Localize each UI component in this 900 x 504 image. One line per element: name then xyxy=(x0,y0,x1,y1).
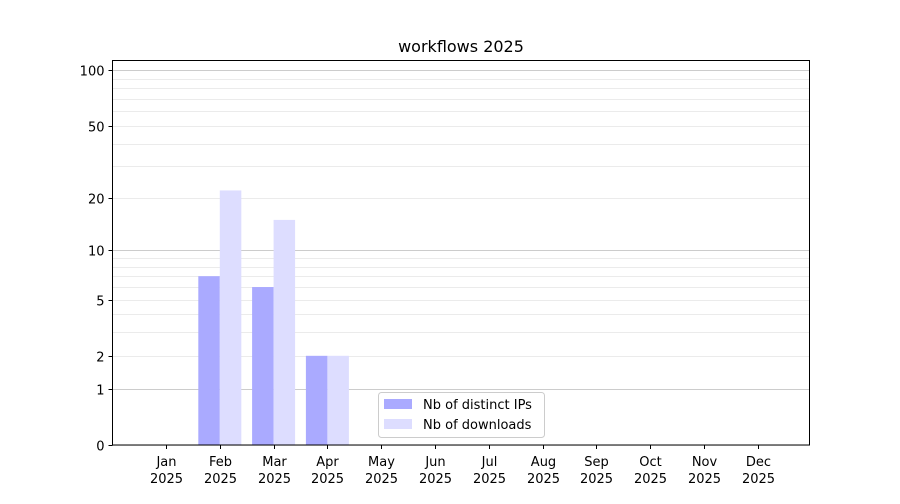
x-tick-label-month: May xyxy=(368,455,395,470)
y-tick-label: 50 xyxy=(88,121,105,136)
bar-downloads xyxy=(327,355,349,445)
x-tick-label-month: Aug xyxy=(531,455,556,470)
x-tick-label-month: Jul xyxy=(481,455,498,470)
y-tick-label: 20 xyxy=(88,193,105,208)
bar-distinct-ips xyxy=(252,287,274,445)
bar-downloads xyxy=(219,190,242,445)
legend-swatch xyxy=(384,399,412,409)
legend: Nb of distinct IPs Nb of downloads xyxy=(378,392,545,438)
bar-downloads xyxy=(273,219,296,445)
y-tick-label: 100 xyxy=(80,65,105,80)
legend-swatch xyxy=(384,419,412,429)
y-tick-label: 10 xyxy=(88,245,105,260)
y-axis: 0 1 2 5 10 20 50 100 xyxy=(80,65,113,455)
y-tick-label: 0 xyxy=(96,440,104,455)
x-tick-label-month: Sep xyxy=(584,455,609,470)
x-tick-label-year: 2025 xyxy=(365,472,398,487)
legend-label: Nb of distinct IPs xyxy=(423,398,532,413)
x-tick-label-month: Dec xyxy=(746,455,771,470)
x-tick-label-year: 2025 xyxy=(473,472,506,487)
x-tick-label-month: Mar xyxy=(262,455,287,470)
x-tick-label-year: 2025 xyxy=(311,472,344,487)
x-tick-label-month: Oct xyxy=(639,455,661,470)
x-tick-label-month: Nov xyxy=(692,455,718,470)
x-tick-label-month: Feb xyxy=(209,455,232,470)
x-tick-label-year: 2025 xyxy=(204,472,237,487)
x-tick-label-month: Apr xyxy=(316,455,339,470)
legend-box xyxy=(378,392,545,438)
bar-distinct-ips xyxy=(198,276,220,445)
x-tick-label-year: 2025 xyxy=(150,472,183,487)
x-tick-label-month: Jun xyxy=(424,455,445,470)
x-axis: Jan 2025 Feb 2025 Mar 2025 Apr 2025 May 2025 Jun 20… xyxy=(150,445,775,487)
x-tick-label-year: 2025 xyxy=(688,472,721,487)
x-tick-label-year: 2025 xyxy=(419,472,452,487)
chart-title: workflows 2025 xyxy=(398,37,524,56)
legend-label: Nb of downloads xyxy=(423,418,532,433)
bars xyxy=(198,190,349,445)
plot-area-frame xyxy=(112,60,810,446)
y-tick-label: 1 xyxy=(96,384,104,399)
bar-distinct-ips xyxy=(305,355,328,445)
x-tick-label-year: 2025 xyxy=(527,472,560,487)
y-tick-label: 5 xyxy=(96,295,104,310)
x-tick-label-month: Jan xyxy=(155,455,176,470)
x-tick-label-year: 2025 xyxy=(258,472,291,487)
y-tick-label: 2 xyxy=(96,351,104,366)
x-tick-label-year: 2025 xyxy=(634,472,667,487)
x-tick-label-year: 2025 xyxy=(742,472,775,487)
x-tick-label-year: 2025 xyxy=(580,472,613,487)
